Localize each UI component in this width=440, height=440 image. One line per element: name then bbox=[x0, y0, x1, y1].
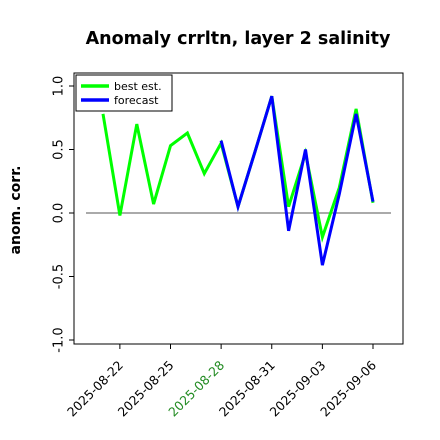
y-tick-label: 0.0 bbox=[52, 203, 67, 224]
plot-frame bbox=[73, 72, 404, 345]
legend-label: best est. bbox=[114, 80, 162, 93]
y-tick-label: 0.5 bbox=[52, 139, 67, 160]
legend-box bbox=[75, 74, 173, 112]
y-tick-label: -1.0 bbox=[52, 327, 67, 352]
y-tick-label: 1.0 bbox=[52, 76, 67, 97]
series-line-forecast bbox=[219, 95, 375, 266]
plot-area: -1.0-0.50.00.51.02025-08-222025-08-25202… bbox=[52, 72, 404, 419]
legend-label: forecast bbox=[114, 94, 159, 107]
y-tick-label: -0.5 bbox=[52, 264, 67, 289]
chart-title: Anomaly crrltn, layer 2 salinity bbox=[86, 29, 391, 49]
y-axis-label: anom. corr. bbox=[8, 166, 24, 255]
series-line-best-estimate bbox=[101, 95, 375, 243]
